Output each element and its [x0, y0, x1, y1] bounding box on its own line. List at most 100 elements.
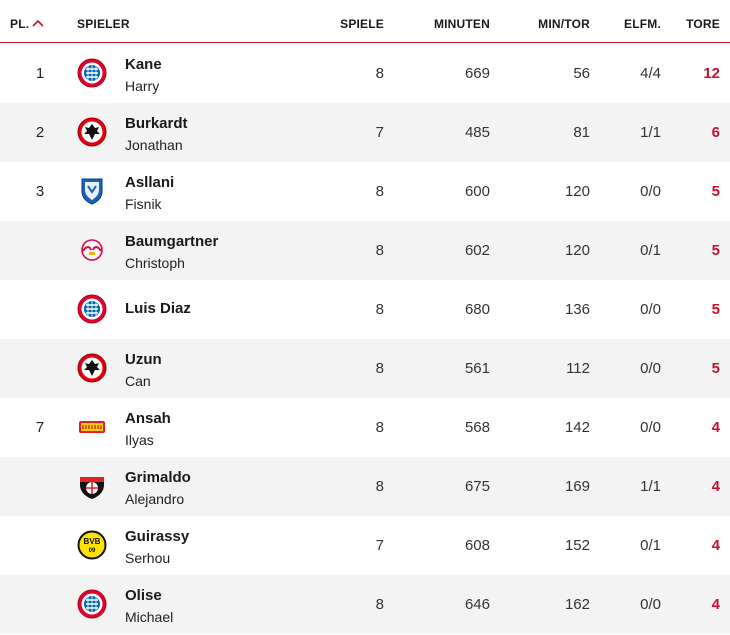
leipzig-logo-icon: [77, 235, 107, 265]
player-last-name: Kane: [125, 56, 162, 73]
player-name[interactable]: Ansah Ilyas: [125, 410, 171, 449]
games-cell: 8: [375, 360, 384, 377]
column-header-minutes[interactable]: MINUTEN: [433, 17, 490, 31]
rank-cell: 7: [35, 419, 45, 436]
minutes-per-goal-cell: 120: [564, 183, 590, 200]
player-first-name: Jonathan: [125, 137, 183, 153]
player-first-name: Serhou: [125, 550, 171, 566]
games-cell: 8: [375, 478, 384, 495]
minutes-cell: 646: [464, 596, 490, 613]
player-first-name: Harry: [125, 78, 160, 94]
minutes-cell: 602: [464, 242, 490, 259]
rank-cell: 3: [35, 183, 45, 200]
table-row[interactable]: Grimaldo Alejandro 8 675 169 1/1 4: [0, 457, 730, 516]
player-first-name: Michael: [125, 609, 174, 625]
penalties-cell: 0/1: [640, 537, 661, 554]
table-row[interactable]: Olise Michael 8 646 162 0/0 4: [0, 575, 730, 634]
minutes-per-goal-cell: 120: [564, 242, 590, 259]
sort-by-rank[interactable]: PL.: [10, 17, 44, 31]
column-header-penalties[interactable]: ELFM.: [624, 17, 661, 31]
games-cell: 8: [375, 301, 384, 318]
bayern-logo-icon: [77, 589, 107, 619]
penalties-cell: 1/1: [640, 478, 661, 495]
minutes-cell: 485: [464, 124, 490, 141]
minutes-cell: 600: [464, 183, 490, 200]
player-first-name: Alejandro: [125, 491, 185, 507]
player-name[interactable]: Burkardt Jonathan: [125, 115, 188, 154]
minutes-cell: 561: [464, 360, 490, 377]
player-last-name: Ansah: [125, 410, 171, 427]
minutes-cell: 669: [464, 65, 490, 82]
goals-cell: 5: [711, 301, 720, 318]
table-row[interactable]: 1 Kane Harry 8 669 56 4/4 12: [0, 44, 730, 103]
player-name[interactable]: Uzun Can: [125, 351, 162, 390]
player-name[interactable]: Luis Diaz: [125, 300, 191, 318]
rank-cell: 2: [35, 124, 45, 141]
games-cell: 7: [375, 537, 384, 554]
table-row[interactable]: Uzun Can 8 561 112 0/0 5: [0, 339, 730, 398]
minutes-cell: 680: [464, 301, 490, 318]
goals-cell: 4: [711, 478, 720, 495]
minutes-per-goal-cell: 142: [564, 419, 590, 436]
table-body: 1 Kane Harry 8 669 56 4/4 12 2 Burkardt …: [0, 44, 730, 634]
penalties-cell: 0/0: [640, 596, 661, 613]
bayern-logo-icon: [77, 294, 107, 324]
column-header-minutes-per-goal[interactable]: MIN/TOR: [538, 17, 590, 31]
player-last-name: Baumgartner: [125, 233, 219, 250]
table-row[interactable]: 2 Burkardt Jonathan 7 485 81 1/1 6: [0, 103, 730, 162]
hoffenheim-logo-icon: [77, 176, 107, 206]
penalties-cell: 0/1: [640, 242, 661, 259]
player-name[interactable]: Guirassy Serhou: [125, 528, 189, 567]
penalties-cell: 1/1: [640, 124, 661, 141]
column-header-goals[interactable]: TORE: [686, 17, 720, 31]
minutes-per-goal-cell: 81: [573, 124, 590, 141]
table-row[interactable]: BVB 09 Guirassy Serhou 7 608 152 0/1 4: [0, 516, 730, 575]
player-name[interactable]: Olise Michael: [125, 587, 173, 626]
goals-cell: 4: [711, 419, 720, 436]
penalties-cell: 4/4: [640, 65, 661, 82]
player-last-name: Burkardt: [125, 115, 188, 132]
player-name[interactable]: Asllani Fisnik: [125, 174, 174, 213]
player-name[interactable]: Grimaldo Alejandro: [125, 469, 191, 508]
minutes-cell: 675: [464, 478, 490, 495]
table-row[interactable]: 3 Asllani Fisnik 8 600 120 0/0 5: [0, 162, 730, 221]
player-last-name: Guirassy: [125, 528, 190, 545]
minutes-cell: 608: [464, 537, 490, 554]
union-berlin-logo-icon: [77, 412, 107, 442]
column-header-games[interactable]: SPIELE: [340, 17, 384, 31]
column-header-player[interactable]: SPIELER: [77, 17, 130, 31]
games-cell: 7: [375, 124, 384, 141]
player-first-name: Fisnik: [125, 196, 162, 212]
minutes-per-goal-cell: 152: [564, 537, 590, 554]
leverkusen-logo-icon: [77, 471, 107, 501]
games-cell: 8: [375, 419, 384, 436]
goals-cell: 4: [711, 537, 720, 554]
goals-cell: 5: [711, 242, 720, 259]
player-name[interactable]: Kane Harry: [125, 56, 162, 95]
penalties-cell: 0/0: [640, 419, 661, 436]
goals-cell: 12: [703, 65, 720, 82]
frankfurt-logo-icon: [77, 353, 107, 383]
svg-text:BVB: BVB: [84, 537, 101, 546]
table-row[interactable]: Baumgartner Christoph 8 602 120 0/1 5: [0, 221, 730, 280]
dortmund-logo-icon: BVB 09: [77, 530, 107, 560]
minutes-cell: 568: [464, 419, 490, 436]
player-first-name: Ilyas: [125, 432, 154, 448]
column-header-rank: PL.: [10, 17, 30, 31]
player-last-name: Grimaldo: [125, 469, 191, 486]
frankfurt-logo-icon: [77, 117, 107, 147]
games-cell: 8: [375, 596, 384, 613]
table-header: PL. SPIELER SPIELE MINUTEN MIN/TOR ELFM.…: [0, 0, 730, 43]
minutes-per-goal-cell: 56: [573, 65, 590, 82]
table-row[interactable]: Luis Diaz 8 680 136 0/0 5: [0, 280, 730, 339]
rank-cell: 1: [35, 65, 45, 82]
player-last-name: Asllani: [125, 174, 175, 191]
penalties-cell: 0/0: [640, 301, 661, 318]
games-cell: 8: [375, 65, 384, 82]
table-row[interactable]: 7 Ansah Ilyas 8 568 142 0/0 4: [0, 398, 730, 457]
minutes-per-goal-cell: 162: [564, 596, 590, 613]
minutes-per-goal-cell: 112: [566, 360, 590, 377]
player-name[interactable]: Baumgartner Christoph: [125, 233, 218, 272]
player-last-name: Luis Diaz: [125, 300, 191, 317]
